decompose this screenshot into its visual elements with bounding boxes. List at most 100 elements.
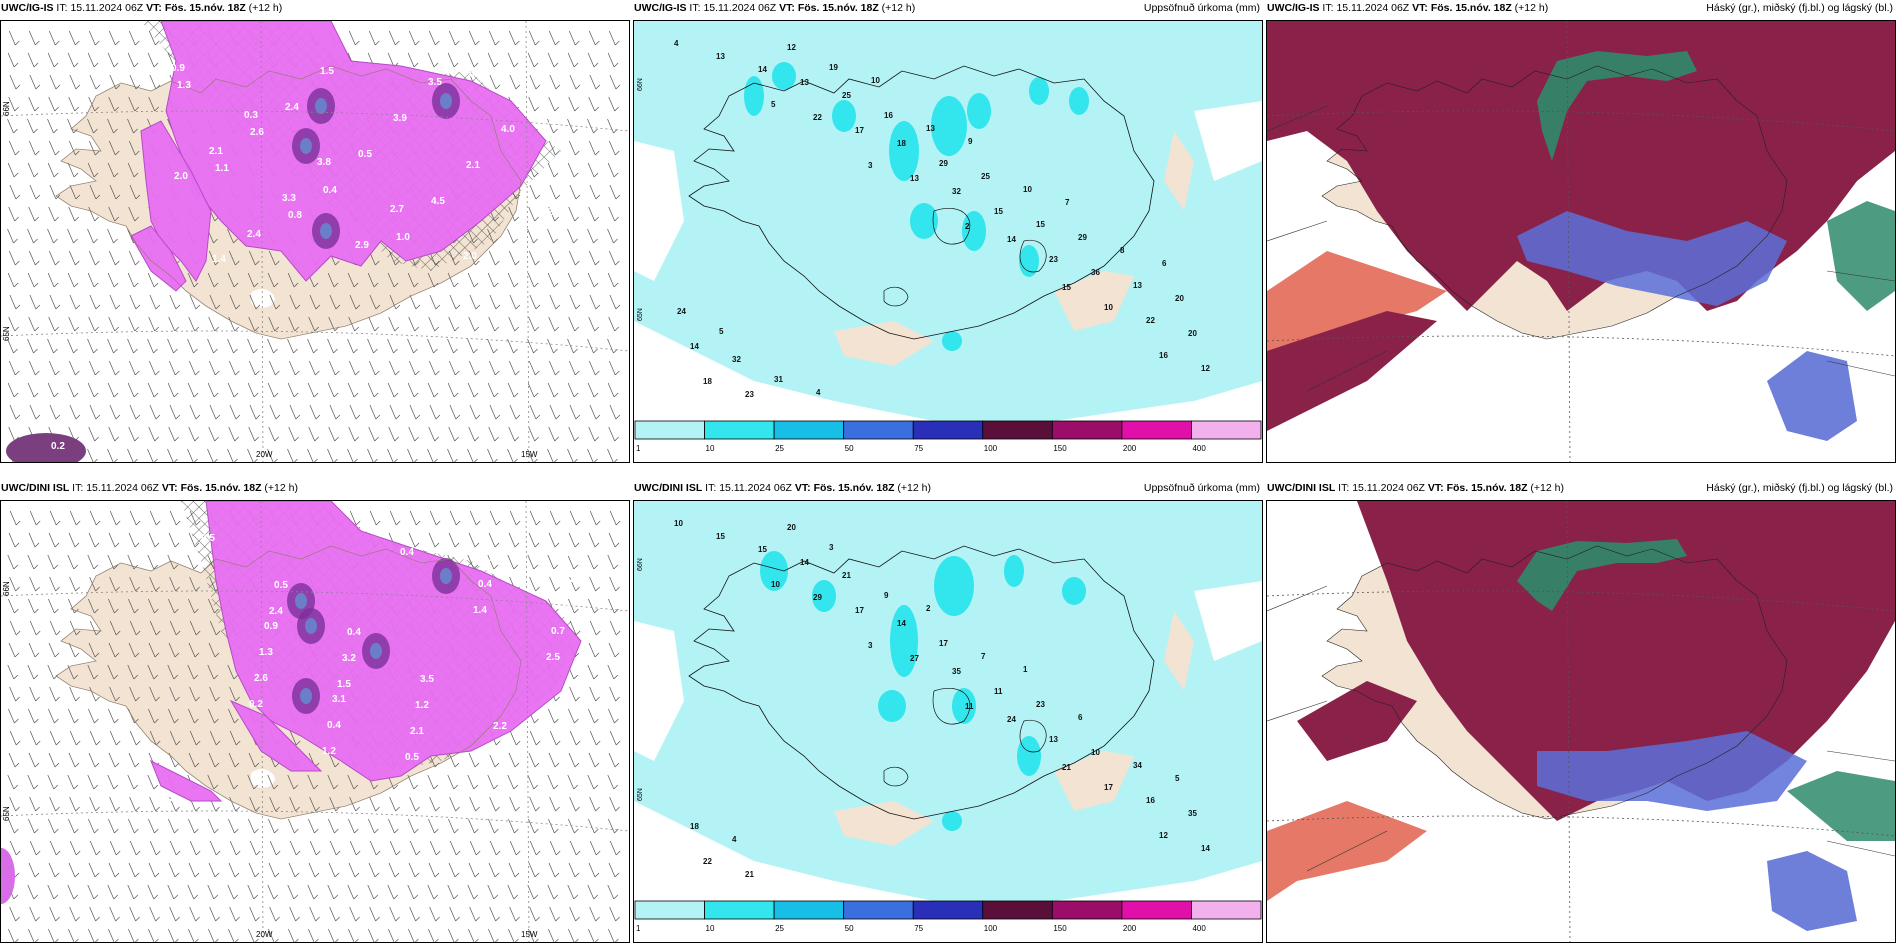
precip-value-label: 11 (994, 687, 1003, 696)
legend-swatch (843, 900, 914, 920)
lat-label-66n: 66N (2, 581, 11, 596)
wind-core-center (440, 568, 452, 584)
precip-blob (962, 211, 986, 251)
legend-swatch (634, 420, 705, 440)
wind-value-label: 0.9 (264, 621, 278, 632)
precip-value-label: 3 (868, 161, 873, 170)
panel-cloud-bottom: UWC/DINI ISL IT: 15.11.2024 06Z VT: Fös.… (1266, 480, 1896, 943)
precip-blob (931, 96, 967, 156)
legend-tick-label: 25 (775, 444, 784, 453)
legend-swatch (1051, 420, 1123, 440)
wind-value-label: 3.2 (342, 653, 356, 664)
middle-cloud-area (1767, 851, 1857, 931)
wind-value-label: 1.5 (320, 66, 334, 77)
precip-value-label: 9 (968, 137, 973, 146)
legend-tick-label: 400 (1192, 924, 1206, 933)
precip-values: 4532151613221314101214173223221813181536… (674, 39, 1210, 399)
wind-value-label: 0.4 (347, 627, 361, 638)
precip-blob (1019, 245, 1039, 277)
precip-blob (1062, 577, 1086, 605)
wind-core-center (300, 688, 312, 704)
precip-value-label: 32 (732, 355, 741, 364)
wind-value-label: 4.0 (501, 124, 515, 135)
panel-subtitle: Uppsöfnuð úrkoma (mm) (1143, 482, 1260, 494)
precip-value-label: 6 (1078, 713, 1083, 722)
wind-value-label: 2.4 (556, 600, 570, 611)
legend-tick-label: 25 (775, 924, 784, 933)
precip-blob (1029, 77, 1049, 105)
wind-value-label: 1.4 (473, 605, 487, 616)
panel-title: UWC/IG-IS IT: 15.11.2024 06Z VT: Fös. 15… (634, 2, 916, 14)
panel-precip-top: UWC/IG-IS IT: 15.11.2024 06Z VT: Fös. 15… (633, 0, 1263, 463)
precip-value-label: 15 (1036, 220, 1045, 229)
legend-tick-label: 150 (1053, 444, 1067, 453)
precip-value-label: 3 (829, 543, 834, 552)
wind-core-center (315, 98, 327, 114)
precip-blob (1069, 87, 1089, 115)
wind-value-label: 1.3 (259, 647, 273, 658)
precip-value-label: 22 (703, 857, 712, 866)
wind-value-label: 0.2 (542, 116, 556, 127)
precip-blob (832, 100, 856, 132)
precip-value-label: 3 (868, 641, 873, 650)
precip-value-label: 27 (910, 654, 919, 663)
precip-value-label: 16 (884, 111, 893, 120)
panel-wind-top: UWC/IG-IS IT: 15.11.2024 06Z VT: Fös. 15… (0, 0, 630, 463)
precip-value-label: 5 (719, 327, 724, 336)
wind-values: 0.5 0.5 0.4 3.5 2.2 2.8 2.4 3.2 1.2 2.1 1.2 0.9 1.5 2… (161, 533, 580, 804)
lat-label-66n: 66N (2, 101, 11, 116)
lat-label-65n: 65N (2, 806, 11, 821)
precip-value-label: 35 (952, 667, 961, 676)
high-cloud-area (1537, 51, 1697, 161)
precip-value-label: 10 (674, 519, 683, 528)
wind-value-label: 0.5 (274, 580, 288, 591)
wind-value-label: 4.5 (431, 196, 445, 207)
wind-value-label: 2.7 (390, 204, 404, 215)
wind-value-label: 3.5 (428, 77, 442, 88)
precip-value-label: 20 (787, 523, 796, 532)
precip-value-label: 22 (813, 113, 822, 122)
middle-cloud-area (1767, 351, 1857, 441)
legend-swatch (1051, 900, 1123, 920)
panel-cloud-top: UWC/IG-IS IT: 15.11.2024 06Z VT: Fös. 15… (1266, 0, 1896, 463)
precip-value-label: 18 (897, 139, 906, 148)
legend-tick-label: 75 (914, 444, 923, 453)
precip-value-label: 25 (981, 172, 990, 181)
precip-value-label: 12 (1159, 831, 1168, 840)
precip-blob (967, 93, 991, 129)
precip-value-label: 22 (1146, 316, 1155, 325)
precip-values: 1010311211215292724171415173513162214141… (674, 519, 1210, 879)
wind-value-label: 0.3 (244, 110, 258, 121)
wind-value-label: 3.5 (420, 674, 434, 685)
wind-value-label: 1.1 (215, 163, 229, 174)
panel-precip-bottom: UWC/DINI ISL IT: 15.11.2024 06Z VT: Fös.… (633, 480, 1263, 943)
lat-label-65n: 65N (637, 308, 644, 321)
precip-value-label: 15 (1062, 283, 1071, 292)
precip-value-label: 17 (855, 126, 864, 135)
precip-value-label: 23 (745, 390, 754, 399)
legend-swatch (843, 420, 914, 440)
precip-value-label: 14 (1201, 844, 1210, 853)
panel-subtitle: Uppsöfnuð úrkoma (mm) (1143, 2, 1260, 14)
legend-tick-label: 10 (706, 444, 715, 453)
precip-value-label: 13 (716, 52, 725, 61)
legend-swatch (1191, 420, 1262, 440)
precip-value-label: 15 (758, 545, 767, 554)
precip-value-label: 4 (674, 39, 679, 48)
wind-value-label: 1.4 (212, 254, 226, 265)
precip-color-legend: 1 10 25 50 75 100 150 200 400 (634, 900, 1262, 933)
wind-value-label: 0.8 (288, 210, 302, 221)
precip-value-label: 6 (1162, 259, 1167, 268)
precip-value-label: 12 (787, 43, 796, 52)
lon-label-15w: 15W (521, 930, 538, 939)
wind-value-label: 0.4 (327, 720, 341, 731)
precip-blob (890, 605, 918, 677)
precip-value-label: 23 (1036, 700, 1045, 709)
precip-value-label: 2 (965, 222, 970, 231)
precip-value-label: 13 (910, 174, 919, 183)
panel-title: UWC/DINI ISL IT: 15.11.2024 06Z VT: Fös.… (1267, 482, 1564, 494)
legend-tick-label: 75 (914, 924, 923, 933)
high-cloud-area (1787, 771, 1895, 841)
wind-value-label: 0.7 (551, 626, 565, 637)
wind-map: 20W 15W 66N 65N 0.9 0.3 3.8 2.7 2.0 2.2 2.1 3.3 2.9 3… (0, 20, 630, 463)
